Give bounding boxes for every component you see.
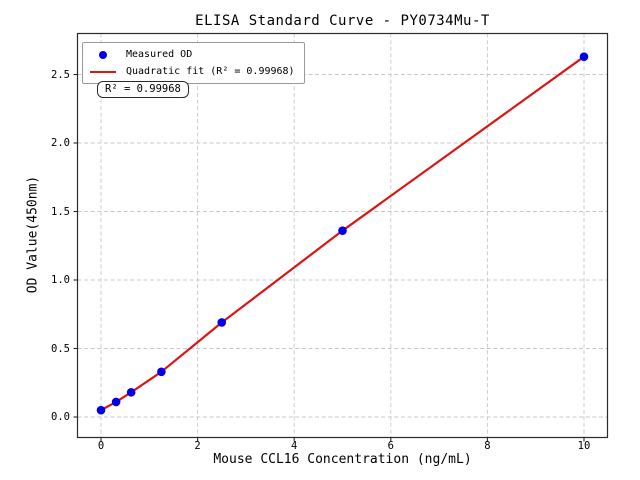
fit-line-icon: [90, 70, 116, 73]
y-tick-label: 0.0: [51, 411, 70, 423]
y-tick-label: 1.5: [51, 205, 70, 218]
legend-entry-quadratic-fit: Quadratic fit (R² = 0.99968): [88, 63, 295, 80]
chart-title: ELISA Standard Curve - PY0734Mu-T: [195, 13, 490, 29]
x-axis-label: Mouse CCL16 Concentration (ng/mL): [213, 452, 472, 467]
x-tick-label: 0: [97, 440, 105, 452]
x-tick-label: 2: [194, 440, 201, 452]
legend-label: Measured OD: [126, 49, 193, 60]
x-tick-label: 10: [577, 440, 591, 452]
y-tick-label: 1.0: [51, 274, 70, 286]
y-tick-label: 0.5: [51, 342, 70, 355]
legend-marker-cell: [88, 70, 118, 73]
legend-entry-measured-od: Measured OD: [88, 46, 295, 63]
y-axis-label: OD Value(450nm): [25, 175, 41, 294]
y-tick-label: 2.5: [51, 68, 70, 81]
y-tick-label: 2.0: [51, 137, 70, 149]
x-tick-label: 6: [387, 440, 394, 452]
legend-label: Quadratic fit (R² = 0.99968): [126, 66, 295, 77]
r-squared-annotation: R² = 0.99968: [97, 81, 189, 98]
legend: Measured OD Quadratic fit (R² = 0.99968): [82, 42, 305, 84]
legend-marker-cell: [88, 50, 118, 59]
x-tick-label: 8: [484, 440, 491, 452]
x-tick-label: 4: [291, 440, 298, 452]
scatter-marker-icon: [99, 50, 107, 59]
